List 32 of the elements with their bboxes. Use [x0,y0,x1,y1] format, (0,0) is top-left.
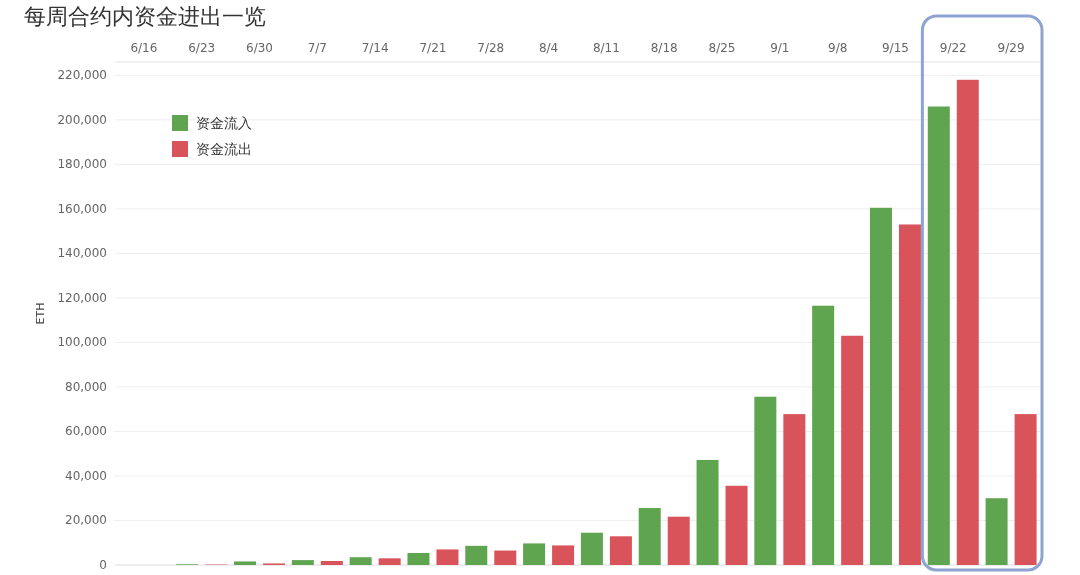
y-tick-label: 60,000 [65,424,107,439]
x-tick-label: 6/23 [188,41,216,55]
x-tick-label: 8/4 [538,41,559,55]
x-tick-label: 9/29 [997,41,1025,55]
x-tick-label: 7/7 [307,41,327,55]
x-tick-label: 7/21 [419,41,447,55]
x-tick-label: 9/15 [881,41,909,55]
x-tick-label: 6/30 [246,41,274,55]
y-tick-label: 180,000 [57,157,107,172]
x-tick-label: 8/18 [650,41,678,55]
x-tick-label: 7/28 [477,41,505,55]
y-tick-label: 220,000 [57,68,107,83]
legend-label: 资金流出 [196,141,252,157]
y-tick-label: 200,000 [57,112,107,127]
legend-label: 资金流入 [196,115,252,131]
y-axis-title: ETH [34,302,47,325]
x-tick-label: 8/11 [592,41,620,55]
x-tick-label: 9/22 [939,41,967,55]
y-tick-label: 0 [99,558,107,572]
chart-title: 每周合约内资金进出一览 [24,4,266,29]
x-tick-label: 7/14 [361,41,389,55]
y-tick-label: 20,000 [65,513,107,528]
y-tick-label: 120,000 [57,290,107,305]
y-tick-label: 40,000 [65,468,107,483]
x-tick-label: 9/8 [828,41,848,55]
y-tick-label: 160,000 [57,201,107,216]
x-tick-label: 6/16 [130,41,158,55]
y-tick-label: 80,000 [65,379,107,394]
x-tick-label: 8/25 [708,41,736,55]
x-tick-label: 9/1 [770,41,790,55]
y-tick-label: 100,000 [57,335,107,350]
y-tick-label: 140,000 [57,246,107,261]
